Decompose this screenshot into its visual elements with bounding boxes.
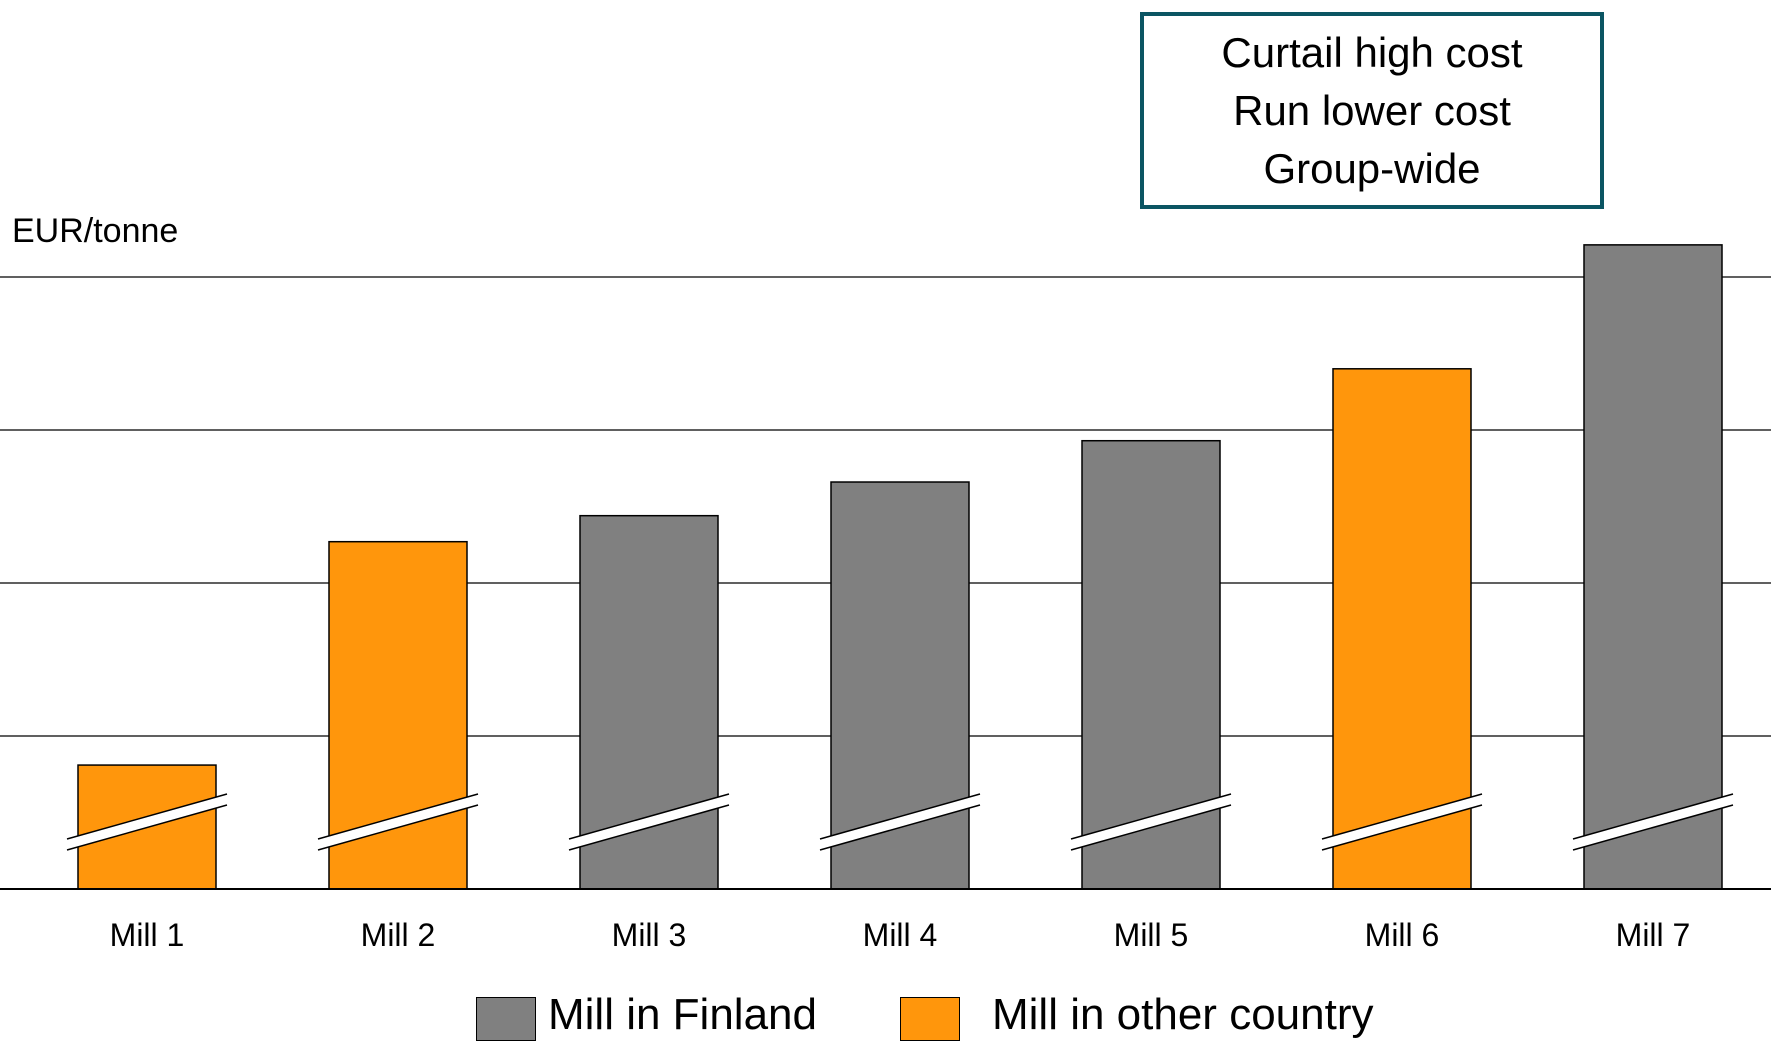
axis-break-line-bottom-3	[568, 804, 730, 851]
axis-break-line-bottom-1	[66, 804, 228, 851]
axis-break-3	[569, 794, 729, 850]
x-tick-label: Mill 3	[612, 917, 687, 953]
legend-item-other: Mill in other country	[900, 990, 1374, 1041]
callout-line-2: Run lower cost	[1233, 86, 1511, 134]
x-tick-labels: Mill 1 Mill 2 Mill 3 Mill 4 Mill 5 Mill 6 Mill…	[110, 917, 1691, 953]
x-tick-label: Mill 4	[863, 917, 938, 953]
axis-breaks	[66, 793, 1734, 851]
axis-break-7	[1573, 794, 1733, 850]
bar-mill-6	[1332, 368, 1472, 890]
axis-break-line-top-4	[819, 793, 981, 840]
axis-break-line-bottom-6	[1321, 804, 1483, 851]
axis-break-5	[1071, 794, 1231, 850]
legend-label-finland: Mill in Finland	[548, 990, 817, 1039]
axis-break-line-top-1	[66, 793, 228, 840]
y-axis-label: EUR/tonne	[12, 212, 179, 250]
bar-mill-7	[1583, 244, 1723, 890]
x-tick-label: Mill 2	[361, 917, 436, 953]
callout-line-1: Curtail high cost	[1221, 28, 1523, 76]
callout-line-3: Group-wide	[1263, 144, 1481, 192]
legend-swatch-other	[900, 997, 960, 1041]
x-tick-label: Mill 1	[110, 917, 185, 953]
axis-break-line-top-6	[1321, 793, 1483, 840]
axis-break-line-top-3	[568, 793, 730, 840]
x-tick-label: Mill 7	[1616, 917, 1691, 953]
axis-break-line-top-2	[317, 793, 479, 840]
axis-break-line-bottom-4	[819, 804, 981, 851]
legend-label-other: Mill in other country	[992, 990, 1374, 1039]
axis-break-line-bottom-7	[1572, 804, 1734, 851]
axis-break-4	[820, 794, 980, 850]
axis-break-line-bottom-5	[1070, 804, 1232, 851]
axis-break-line-top-7	[1572, 793, 1734, 840]
axis-break-2	[318, 794, 478, 850]
x-tick-label: Mill 6	[1365, 917, 1440, 953]
callout-box: Curtail high cost Run lower cost Group-w…	[1140, 12, 1604, 209]
legend-item-finland: Mill in Finland	[476, 990, 817, 1041]
x-tick-label: Mill 5	[1114, 917, 1189, 953]
axis-break-line-bottom-2	[317, 804, 479, 851]
legend-swatch-finland	[476, 997, 536, 1041]
axis-break-6	[1322, 794, 1482, 850]
bars	[77, 244, 1723, 890]
axis-break-line-top-5	[1070, 793, 1232, 840]
axis-break-1	[67, 794, 227, 850]
